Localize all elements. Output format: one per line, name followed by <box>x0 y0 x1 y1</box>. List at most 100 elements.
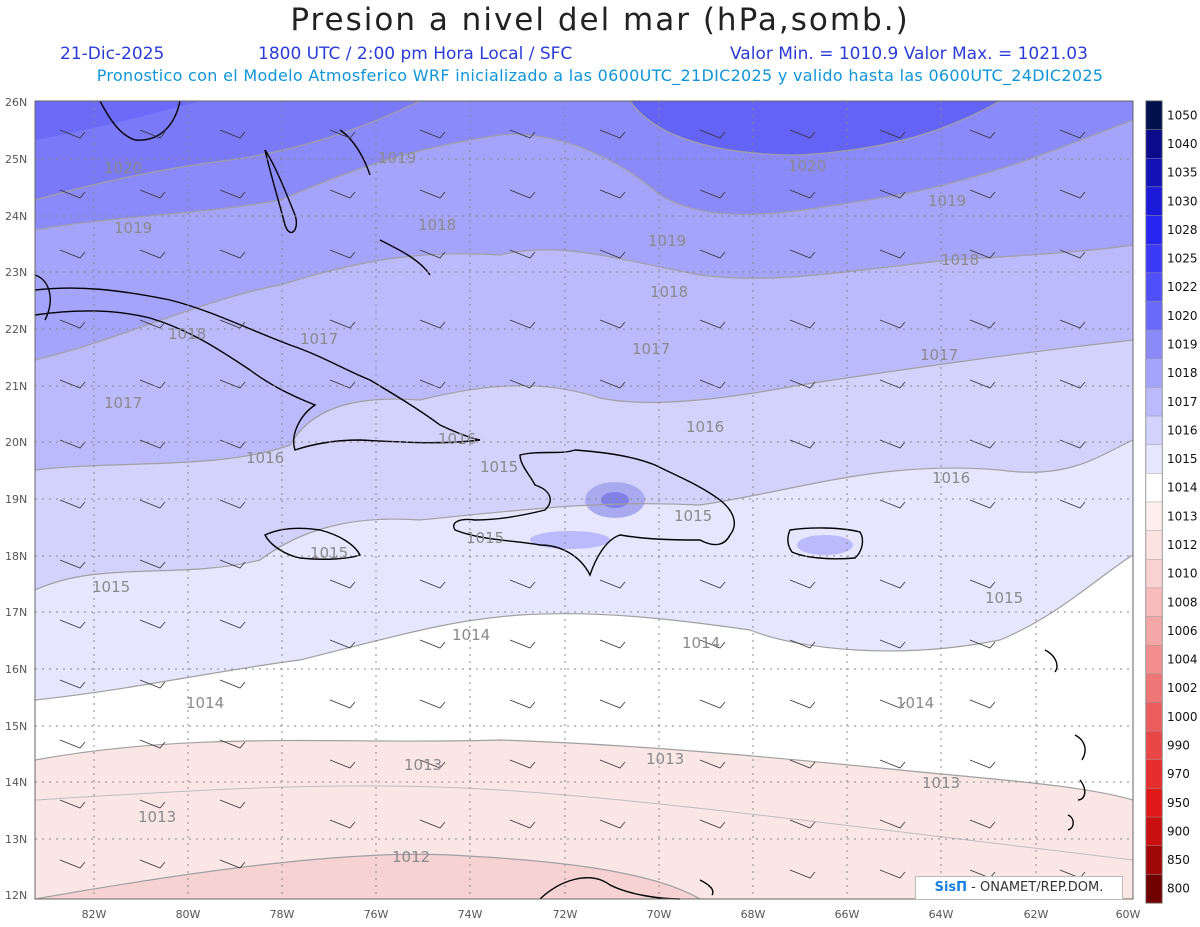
contour-label: 1017 <box>104 394 142 412</box>
band-1012 <box>35 854 700 899</box>
contour-lines <box>35 101 1133 899</box>
legend-label: 1022 <box>1167 280 1198 294</box>
yucatan-coast <box>34 274 51 321</box>
contour-label: 1018 <box>168 325 206 343</box>
credit-brand: SisΠ <box>934 880 968 895</box>
contour-label: 1019 <box>114 219 152 237</box>
lon-label: 80W <box>176 908 201 921</box>
contour-label: 1015 <box>466 529 504 547</box>
legend-swatch <box>1145 272 1163 302</box>
legend-label: 1030 <box>1167 194 1198 208</box>
contour-label: 1016 <box>246 449 284 467</box>
legend-label: 1028 <box>1167 223 1198 237</box>
band-1019-nw <box>35 101 200 140</box>
longitude-axis: 82W 80W 78W 76W 74W 72W 70W 68W 66W 64W … <box>82 908 1141 921</box>
legend-swatch <box>1145 788 1163 818</box>
legend-scale: 1050 1040 1035 1030 1028 1025 1022 1020 1019 1018… <box>1145 100 1198 904</box>
contour-label: 1017 <box>300 330 338 348</box>
legend-label: 950 <box>1167 796 1190 810</box>
legend-label: 1004 <box>1167 653 1198 667</box>
contour-label: 1019 <box>928 192 966 210</box>
min-max-values: Valor Min. = 1010.9 Valor Max. = 1021.03 <box>730 44 1088 64</box>
legend-label: 1035 <box>1167 166 1198 180</box>
legend-swatch <box>1145 100 1163 130</box>
band-1019 <box>35 101 420 200</box>
contour-label: 1016 <box>932 469 970 487</box>
lon-label: 70W <box>647 908 672 921</box>
lat-label: 24N <box>5 210 27 223</box>
legend-swatch <box>1145 501 1163 531</box>
credit-text: - ONAMET/REP.DOM. <box>971 880 1104 895</box>
plot-frame <box>34 100 1134 900</box>
legend-swatch <box>1145 559 1163 589</box>
legend-label: 1002 <box>1167 681 1198 695</box>
wind-barbs <box>59 129 1086 879</box>
lat-label: 22N <box>5 323 27 336</box>
bahamas-1 <box>264 149 297 234</box>
legend-swatch <box>1145 387 1163 417</box>
legend-label: 1015 <box>1167 452 1198 466</box>
legend-label: 1006 <box>1167 624 1198 638</box>
bahamas-3 <box>379 239 431 276</box>
contour-label: 1020 <box>788 157 826 175</box>
lat-label: 23N <box>5 266 27 279</box>
legend-label: 1000 <box>1167 710 1198 724</box>
contour-label: 1014 <box>896 694 934 712</box>
legend-swatch <box>1145 645 1163 675</box>
low-pocket-puerto-rico <box>797 535 853 555</box>
contour-label: 1016 <box>686 418 724 436</box>
lat-label: 16N <box>5 663 27 676</box>
lon-label: 82W <box>82 908 107 921</box>
forecast-date: 21-Dic-2025 <box>60 44 165 64</box>
legend-label: 1050 <box>1167 108 1198 122</box>
latitude-axis: 26N 25N 24N 23N 22N 21N 20N 19N 18N 17N … <box>5 96 27 902</box>
jamaica-coast <box>264 527 361 560</box>
legend-label: 1013 <box>1167 509 1198 523</box>
legend-swatch <box>1145 444 1163 474</box>
lon-label: 66W <box>835 908 860 921</box>
legend-label: 1025 <box>1167 252 1198 266</box>
legend-swatch <box>1145 530 1163 560</box>
legend-label: 900 <box>1167 824 1190 838</box>
puerto-rico-coast <box>787 527 864 560</box>
contour-label: 1013 <box>646 750 684 768</box>
lat-label: 19N <box>5 493 27 506</box>
contour-label: 1017 <box>920 346 958 364</box>
contour-label: 1018 <box>941 251 979 269</box>
model-info: Pronostico con el Modelo Atmosferico WRF… <box>96 66 1104 85</box>
lat-label: 12N <box>5 889 27 902</box>
legend-swatch <box>1145 759 1163 789</box>
lon-label: 62W <box>1024 908 1049 921</box>
graticule <box>35 101 1133 899</box>
legend-swatch <box>1145 158 1163 188</box>
lon-label: 60W <box>1116 908 1141 921</box>
contour-value-labels: 1020 1019 1018 1019 1020 1019 1019 1018 … <box>92 149 1023 866</box>
lat-label: 26N <box>5 96 27 109</box>
legend-swatch <box>1145 730 1163 760</box>
band-1020-east <box>630 101 1000 155</box>
legend-swatch <box>1145 415 1163 445</box>
legend-label: 1016 <box>1167 423 1198 437</box>
legend-label: 1008 <box>1167 595 1198 609</box>
contour-label: 1020 <box>104 159 142 177</box>
contour-label: 1015 <box>480 458 518 476</box>
legend-swatch <box>1145 329 1163 359</box>
legend-swatch <box>1145 244 1163 274</box>
forecast-time: 1800 UTC / 2:00 pm Hora Local / SFC <box>258 44 573 64</box>
bahamas-2 <box>339 129 371 176</box>
contour-label: 1015 <box>985 589 1023 607</box>
lon-label: 76W <box>364 908 389 921</box>
legend-swatch <box>1145 816 1163 846</box>
legend-swatch <box>1145 845 1163 875</box>
contour-label: 1013 <box>922 774 960 792</box>
lat-label: 13N <box>5 833 27 846</box>
legend-swatch <box>1145 616 1163 646</box>
legend-swatch <box>1145 587 1163 617</box>
legend-label: 970 <box>1167 767 1190 781</box>
contour-label: 1018 <box>418 216 456 234</box>
contour-label: 1015 <box>674 507 712 525</box>
florida-coast <box>99 100 181 141</box>
contour-label: 1015 <box>310 544 348 562</box>
legend-label: 1017 <box>1167 395 1198 409</box>
